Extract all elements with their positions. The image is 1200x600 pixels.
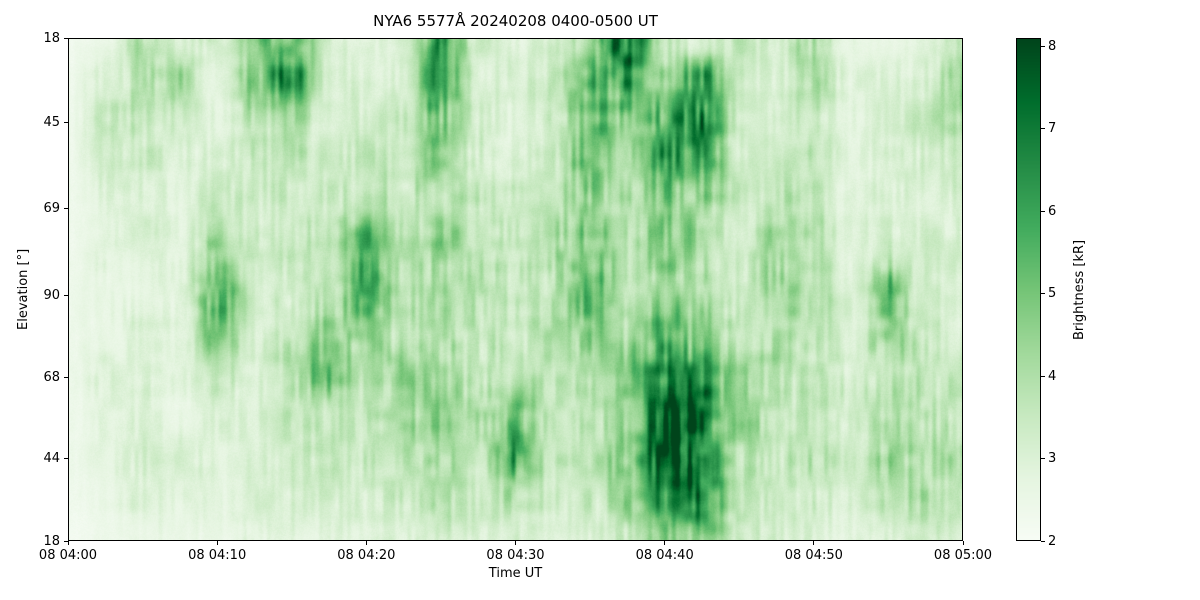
y-tick-mark — [64, 207, 68, 209]
y-axis-label: Elevation [°] — [16, 248, 31, 331]
colorbar-canvas — [1016, 38, 1041, 541]
x-tick-label: 08 04:50 — [784, 548, 843, 563]
chart-title: NYA6 5577Å 20240208 0400-0500 UT — [373, 12, 658, 30]
y-tick-mark — [64, 376, 68, 378]
x-tick-label: 08 04:20 — [337, 548, 396, 563]
heatmap-canvas — [68, 38, 963, 541]
colorbar-tick-mark — [1041, 293, 1045, 295]
x-tick-mark — [664, 541, 666, 545]
y-tick-label: 45 — [43, 114, 60, 130]
y-tick-mark — [64, 294, 68, 296]
y-tick-mark — [64, 540, 68, 542]
colorbar-tick-mark — [1041, 458, 1045, 460]
x-tick-label: 08 04:10 — [188, 548, 247, 563]
colorbar-tick-label: 2 — [1048, 533, 1057, 549]
x-tick-label: 08 04:30 — [486, 548, 545, 563]
y-tick-mark — [64, 121, 68, 123]
colorbar-tick-label: 8 — [1048, 38, 1057, 54]
y-tick-label: 68 — [43, 369, 60, 385]
colorbar-tick-mark — [1041, 375, 1045, 377]
colorbar-tick-label: 4 — [1048, 368, 1057, 384]
y-tick-label: 18 — [43, 533, 60, 549]
x-tick-mark — [67, 541, 69, 545]
x-tick-mark — [813, 541, 815, 545]
x-tick-label: 08 04:40 — [635, 548, 694, 563]
y-tick-mark — [64, 37, 68, 39]
y-tick-label: 69 — [43, 200, 60, 216]
x-tick-label: 08 05:00 — [933, 548, 993, 563]
colorbar-tick-mark — [1041, 540, 1045, 542]
x-tick-mark — [365, 541, 367, 545]
colorbar-tick-label: 5 — [1048, 286, 1057, 302]
colorbar-tick-label: 7 — [1048, 121, 1057, 137]
colorbar-tick-label: 6 — [1048, 203, 1057, 219]
y-tick-label: 18 — [43, 30, 60, 46]
colorbar-label: Brightness [kR] — [1072, 239, 1087, 340]
colorbar-tick-label: 3 — [1048, 451, 1057, 467]
colorbar-tick-mark — [1041, 128, 1045, 130]
y-tick-label: 44 — [43, 450, 60, 466]
x-tick-mark — [515, 541, 516, 545]
x-tick-mark — [216, 541, 218, 545]
colorbar-tick-mark — [1041, 45, 1045, 47]
x-axis-label: Time UT — [488, 566, 543, 581]
y-tick-label: 90 — [43, 287, 60, 303]
y-tick-mark — [64, 457, 68, 459]
x-tick-mark — [962, 541, 964, 545]
colorbar-tick-mark — [1041, 210, 1045, 212]
x-tick-label: 08 04:00 — [38, 548, 98, 563]
